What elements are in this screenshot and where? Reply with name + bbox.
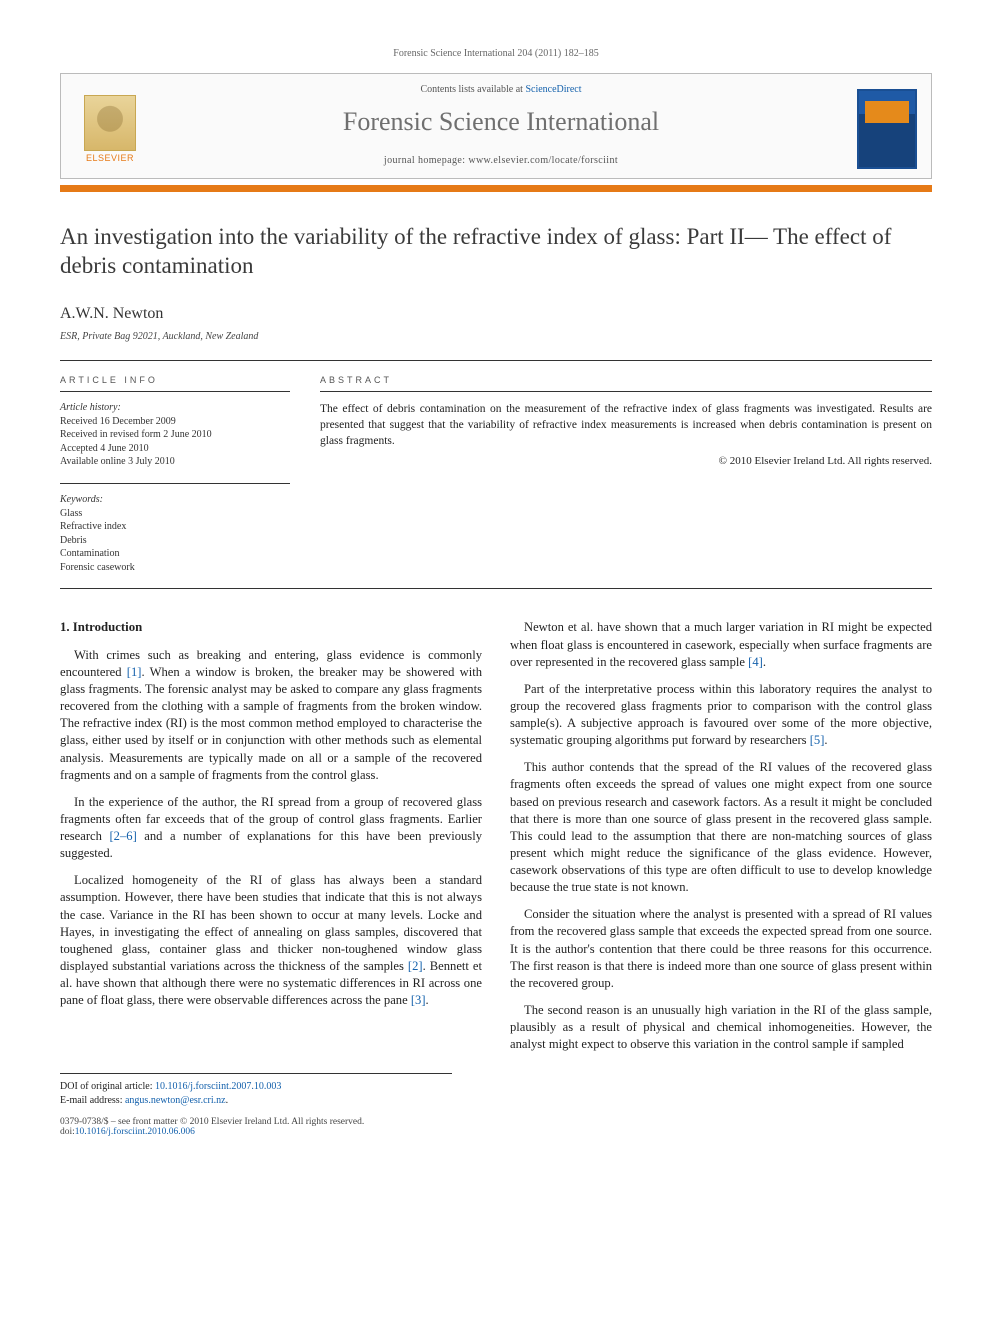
publisher-logo: ELSEVIER bbox=[75, 89, 145, 169]
body-paragraph: Part of the interpretative process withi… bbox=[510, 681, 932, 750]
author-name: A.W.N. Newton bbox=[60, 305, 932, 323]
body-paragraph: Localized homogeneity of the RI of glass… bbox=[60, 872, 482, 1009]
abstract-copyright: © 2010 Elsevier Ireland Ltd. All rights … bbox=[320, 455, 932, 467]
keyword: Contamination bbox=[60, 547, 290, 561]
journal-header-box: ELSEVIER Contents lists available at Sci… bbox=[60, 73, 932, 179]
journal-cover-thumbnail bbox=[857, 89, 917, 169]
keyword: Forensic casework bbox=[60, 561, 290, 575]
front-matter-line: 0379-0738/$ – see front matter © 2010 El… bbox=[60, 1117, 932, 1127]
citation-ref[interactable]: [5] bbox=[810, 733, 825, 747]
accent-bar bbox=[60, 185, 932, 192]
email-link[interactable]: angus.newton@esr.cri.nz bbox=[125, 1095, 226, 1106]
citation-ref[interactable]: [2–6] bbox=[109, 829, 136, 843]
section-heading-intro: 1. Introduction bbox=[60, 619, 482, 636]
elsevier-tree-icon bbox=[84, 95, 136, 151]
journal-header-center: Contents lists available at ScienceDirec… bbox=[145, 84, 857, 174]
doi-line: doi:10.1016/j.forsciint.2010.06.006 bbox=[60, 1127, 932, 1137]
page-root: Forensic Science International 204 (2011… bbox=[0, 0, 992, 1177]
doi-original-label: DOI of original article: bbox=[60, 1081, 155, 1092]
body-paragraph: In the experience of the author, the RI … bbox=[60, 794, 482, 863]
body-paragraph: This author contends that the spread of … bbox=[510, 759, 932, 896]
article-info-column: ARTICLE INFO Article history: Received 1… bbox=[60, 361, 290, 589]
doi-original-link[interactable]: 10.1016/j.forsciint.2007.10.003 bbox=[155, 1081, 281, 1092]
running-header: Forensic Science International 204 (2011… bbox=[60, 48, 932, 59]
history-label: Article history: bbox=[60, 402, 290, 413]
contents-available-line: Contents lists available at ScienceDirec… bbox=[153, 84, 849, 95]
body-paragraph: Consider the situation where the analyst… bbox=[510, 906, 932, 992]
keywords-block: Keywords: Glass Refractive index Debris … bbox=[60, 483, 290, 575]
journal-header-row: ELSEVIER Contents lists available at Sci… bbox=[61, 74, 931, 178]
page-footer: 0379-0738/$ – see front matter © 2010 El… bbox=[60, 1117, 932, 1137]
doi-label: doi: bbox=[60, 1127, 75, 1137]
sciencedirect-link[interactable]: ScienceDirect bbox=[525, 84, 581, 95]
keywords-label: Keywords: bbox=[60, 494, 290, 505]
keyword: Refractive index bbox=[60, 520, 290, 534]
keyword: Debris bbox=[60, 534, 290, 548]
abstract-column: ABSTRACT The effect of debris contaminat… bbox=[320, 361, 932, 589]
citation-ref[interactable]: [4] bbox=[748, 655, 763, 669]
history-line: Received 16 December 2009 bbox=[60, 415, 290, 429]
email-line: E-mail address: angus.newton@esr.cri.nz. bbox=[60, 1094, 452, 1108]
footnotes-block: DOI of original article: 10.1016/j.forsc… bbox=[60, 1073, 452, 1107]
citation-ref[interactable]: [3] bbox=[411, 993, 426, 1007]
abstract-text: The effect of debris contamination on th… bbox=[320, 402, 932, 450]
body-paragraph: With crimes such as breaking and enterin… bbox=[60, 647, 482, 784]
email-label: E-mail address: bbox=[60, 1095, 125, 1106]
article-info-heading: ARTICLE INFO bbox=[60, 375, 290, 392]
keyword: Glass bbox=[60, 507, 290, 521]
contents-prefix: Contents lists available at bbox=[420, 84, 525, 95]
citation-ref[interactable]: [1] bbox=[127, 665, 142, 679]
journal-homepage: journal homepage: www.elsevier.com/locat… bbox=[153, 155, 849, 166]
history-line: Available online 3 July 2010 bbox=[60, 455, 290, 469]
history-line: Accepted 4 June 2010 bbox=[60, 442, 290, 456]
article-title: An investigation into the variability of… bbox=[60, 222, 932, 281]
body-paragraph: Newton et al. have shown that a much lar… bbox=[510, 619, 932, 670]
body-two-column: 1. Introduction With crimes such as brea… bbox=[60, 619, 932, 1053]
journal-title: Forensic Science International bbox=[153, 107, 849, 137]
citation-ref[interactable]: [2] bbox=[408, 959, 423, 973]
doi-link[interactable]: 10.1016/j.forsciint.2010.06.006 bbox=[75, 1127, 195, 1137]
abstract-heading: ABSTRACT bbox=[320, 375, 932, 392]
doi-original-line: DOI of original article: 10.1016/j.forsc… bbox=[60, 1080, 452, 1094]
publisher-name: ELSEVIER bbox=[86, 153, 134, 163]
history-line: Received in revised form 2 June 2010 bbox=[60, 428, 290, 442]
info-abstract-block: ARTICLE INFO Article history: Received 1… bbox=[60, 360, 932, 590]
body-paragraph: The second reason is an unusually high v… bbox=[510, 1002, 932, 1053]
author-affiliation: ESR, Private Bag 92021, Auckland, New Ze… bbox=[60, 331, 932, 342]
